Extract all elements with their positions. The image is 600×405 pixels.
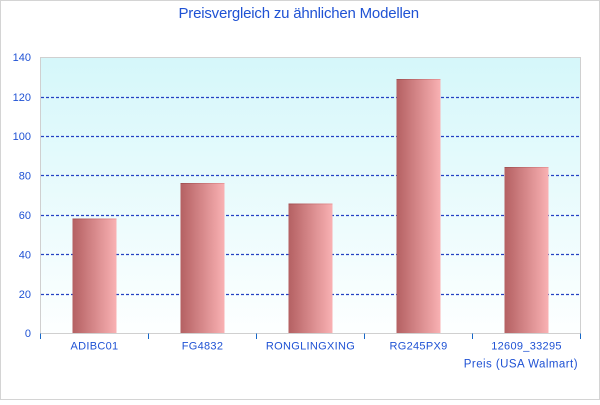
svg-text:100: 100 [13,131,31,143]
svg-text:20: 20 [19,289,31,301]
svg-text:Preis (USA Walmart): Preis (USA Walmart) [464,359,578,371]
svg-text:12609_33295: 12609_33295 [491,341,562,353]
svg-text:ADIBC01: ADIBC01 [71,341,119,353]
svg-text:60: 60 [19,210,31,222]
svg-text:0: 0 [25,328,31,340]
svg-text:FG4832: FG4832 [182,341,224,353]
svg-text:RG245PX9: RG245PX9 [389,341,447,353]
svg-text:Preisvergleich zu ähnlichen Mo: Preisvergleich zu ähnlichen Modellen [178,5,418,22]
svg-text:140: 140 [13,52,31,64]
svg-text:40: 40 [19,250,31,262]
svg-text:RONGLINGXING: RONGLINGXING [266,341,355,353]
svg-text:120: 120 [13,92,31,104]
svg-text:80: 80 [19,171,31,183]
